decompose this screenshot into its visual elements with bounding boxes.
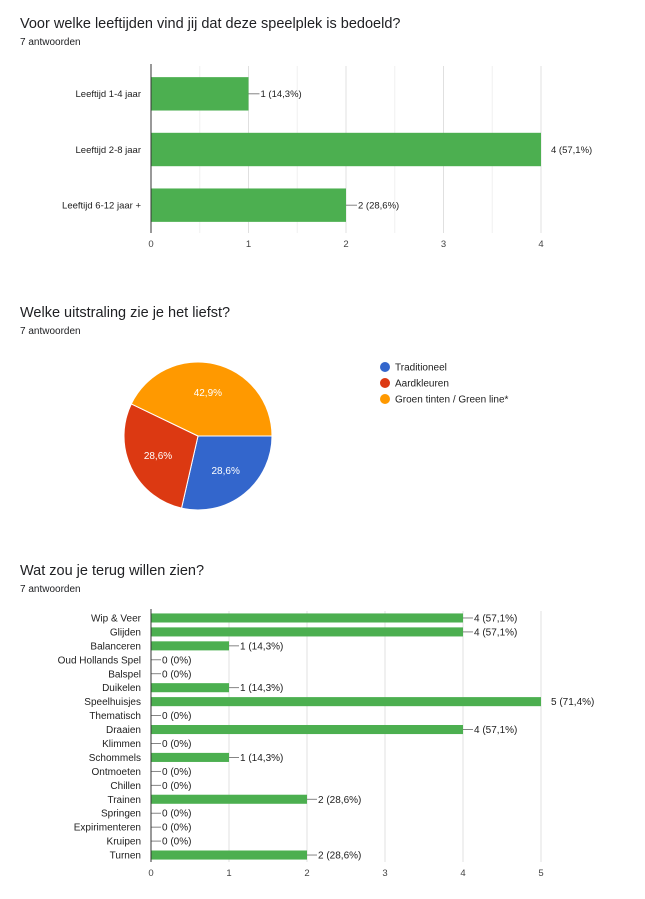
style-pie-chart: 28,6% 28,6% 42,9% Traditioneel Aardkleuren Gr… <box>123 361 509 511</box>
data-label: 4 (57,1%) <box>474 725 517 736</box>
data-label: 2 (28,6%) <box>318 795 361 806</box>
legend-label: Aardkleuren <box>395 379 449 390</box>
pie-slice-label: 28,6% <box>212 466 240 477</box>
question-3-title: Wat zou je terug willen zien? <box>20 563 205 579</box>
legend-marker <box>380 362 390 372</box>
x-tick-label: 1 <box>226 868 231 879</box>
pie-slice-label: 28,6% <box>144 451 172 462</box>
category-label: Kruipen <box>107 837 141 848</box>
legend-marker <box>380 394 390 404</box>
question-1-responses: 7 antwoorden <box>20 37 81 48</box>
pie-slice <box>180 435 273 511</box>
category-label: Glijden <box>110 627 141 638</box>
x-tick-label: 3 <box>382 868 387 879</box>
x-tick-label: 2 <box>304 868 309 879</box>
data-label: 4 (57,1%) <box>474 613 517 624</box>
category-label: Expirimenteren <box>74 823 141 834</box>
data-label: 0 (0%) <box>162 669 191 680</box>
category-label: Leeftijd 2-8 jaar <box>76 145 141 156</box>
category-label: Springen <box>101 809 141 820</box>
legend-label: Traditioneel <box>395 363 447 374</box>
data-label: 4 (57,1%) <box>551 145 592 156</box>
category-label: Klimmen <box>102 739 141 750</box>
category-label: Chillen <box>110 781 141 792</box>
data-label: 0 (0%) <box>162 809 191 820</box>
category-label: Draaien <box>106 725 141 736</box>
category-label: Duikelen <box>102 683 141 694</box>
data-label: 1 (14,3%) <box>240 641 283 652</box>
category-label: Oud Hollands Spel <box>58 655 141 666</box>
pie-slice-label: 42,9% <box>194 388 222 399</box>
category-label: Leeftijd 6-12 jaar + <box>62 200 141 211</box>
x-tick-label: 2 <box>343 239 348 250</box>
data-label: 2 (28,6%) <box>358 200 399 211</box>
question-1-title: Voor welke leeftijden vind jij dat deze … <box>20 16 401 32</box>
data-label: 0 (0%) <box>162 781 191 792</box>
data-label: 0 (0%) <box>162 823 191 834</box>
data-label: 1 (14,3%) <box>240 753 283 764</box>
bar <box>151 627 463 637</box>
data-label: 0 (0%) <box>162 837 191 848</box>
category-label: Turnen <box>110 851 141 862</box>
bar <box>151 77 249 111</box>
category-label: Schommels <box>89 753 141 764</box>
age-bar-chart: 0 1 2 3 4 Leeftijd 1-4 jaar 1 (14,3%) Leeftijd … <box>62 64 592 250</box>
x-tick-label: 1 <box>246 239 251 250</box>
bar <box>151 752 229 762</box>
question-2-responses: 7 antwoorden <box>20 326 81 337</box>
data-label: 1 (14,3%) <box>261 89 302 100</box>
data-label: 5 (71,4%) <box>551 697 594 708</box>
category-label: Thematisch <box>89 711 141 722</box>
legend-label: Groen tinten / Green line* <box>395 395 509 406</box>
bar <box>151 613 463 623</box>
legend-marker <box>380 378 390 388</box>
x-tick-label: 5 <box>538 868 543 879</box>
question-3-responses: 7 antwoorden <box>20 584 81 595</box>
pie-slice <box>123 403 199 509</box>
question-2-title: Welke uitstraling zie je het liefst? <box>20 305 231 321</box>
bar <box>151 794 307 804</box>
category-label: Ontmoeten <box>92 767 141 778</box>
bar <box>151 641 229 651</box>
bar <box>151 724 463 735</box>
x-tick-label: 3 <box>441 239 446 250</box>
category-label: Balspel <box>108 669 141 680</box>
bar <box>151 850 307 860</box>
data-label: 1 (14,3%) <box>240 683 283 694</box>
data-label: 0 (0%) <box>162 767 191 778</box>
bar <box>151 697 541 707</box>
category-label: Balanceren <box>90 641 141 652</box>
bar <box>151 132 541 167</box>
bar <box>151 683 229 693</box>
data-label: 2 (28,6%) <box>318 851 361 862</box>
x-tick-label: 0 <box>148 868 153 879</box>
x-tick-label: 4 <box>538 239 543 250</box>
x-tick-label: 4 <box>460 868 465 879</box>
category-label: Speelhuisjes <box>84 697 141 708</box>
category-label: Wip & Veer <box>91 613 142 624</box>
data-label: 0 (0%) <box>162 739 191 750</box>
category-label: Leeftijd 1-4 jaar <box>76 89 141 100</box>
bar <box>151 188 346 222</box>
x-tick-label: 0 <box>148 239 153 250</box>
data-label: 0 (0%) <box>162 711 191 722</box>
data-label: 4 (57,1%) <box>474 627 517 638</box>
category-label: Trainen <box>107 795 141 806</box>
pie-slice <box>130 361 273 437</box>
data-label: 0 (0%) <box>162 655 191 666</box>
